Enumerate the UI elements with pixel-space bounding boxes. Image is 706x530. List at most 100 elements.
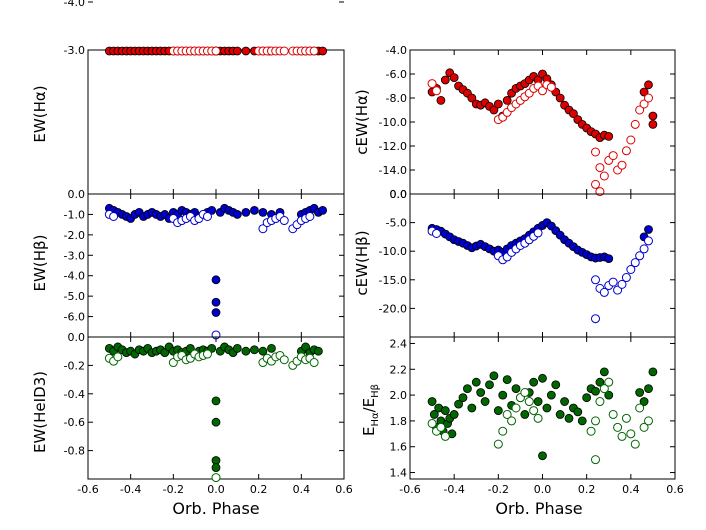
data-point-filled: [476, 388, 486, 397]
data-point-filled: [207, 205, 217, 215]
xlabel-right: Orb. Phase: [495, 499, 582, 518]
data-point-open: [599, 171, 609, 181]
data-point-filled: [211, 417, 221, 427]
data-point-filled: [467, 403, 477, 413]
y-tick-label: 1.4: [390, 467, 408, 480]
data-point-filled: [241, 207, 251, 217]
data-point-filled: [546, 390, 556, 400]
data-point-open: [113, 352, 123, 362]
y-tick-label: 0.0: [390, 188, 408, 201]
data-point-open: [644, 416, 653, 426]
xlabel-left: Orb. Phase: [172, 499, 259, 518]
data-point-filled: [555, 93, 565, 103]
data-point-filled: [318, 46, 328, 56]
data-point-filled: [511, 384, 521, 394]
x-tick-label: 0.2: [578, 483, 596, 496]
data-point-filled: [313, 346, 323, 356]
data-point-open: [608, 277, 618, 287]
data-point-filled: [644, 384, 653, 394]
data-point-filled: [211, 396, 221, 406]
data-point-open: [630, 119, 640, 129]
panel-cew-halpha: -4.0 -6.0 -8.0 -10.0 -12.0 -14.0 0.0: [379, 44, 676, 201]
y-tick-label: -4.0: [64, 0, 85, 9]
y-tick-label: 2.2: [390, 363, 408, 376]
data-point-open: [591, 314, 600, 324]
y-tick-label: -12.0: [379, 140, 407, 153]
data-point-filled: [449, 73, 459, 82]
data-point-filled: [564, 413, 574, 423]
y-tick-label: 2.0: [390, 389, 408, 402]
y-tick-label: -4.0: [64, 270, 85, 283]
data-point-filled: [249, 345, 259, 355]
data-point-filled: [489, 105, 499, 115]
data-point-open: [202, 349, 212, 359]
panel-ew-hei: -0.6 -0.4 -0.2 0.0 0.2 0.4 0.6 0.0 -0.2 -0.4 -0.6 -…: [64, 331, 353, 496]
data-point-open: [617, 431, 627, 441]
data-point-open: [621, 273, 631, 283]
data-point-filled: [644, 80, 653, 90]
data-point-filled: [604, 390, 614, 400]
y-tick-label: 2.4: [390, 337, 408, 350]
data-point-open: [630, 258, 640, 268]
data-point-open: [432, 228, 441, 238]
data-point-open: [639, 244, 649, 254]
data-point-open: [507, 416, 517, 426]
data-point-open: [626, 429, 636, 439]
data-point-open: [211, 46, 221, 56]
data-point-filled: [604, 254, 614, 264]
data-point-open: [279, 216, 289, 226]
data-point-filled: [551, 380, 561, 390]
data-point-open: [427, 418, 437, 428]
data-point-filled: [318, 205, 328, 215]
data-point-filled: [232, 210, 242, 219]
y-tick-label: 0.0: [68, 188, 86, 201]
y-tick-label: -6.0: [64, 311, 85, 324]
data-point-filled: [241, 46, 251, 56]
data-point-open: [109, 211, 119, 221]
data-point-open: [436, 422, 446, 432]
data-point-open: [511, 403, 521, 413]
data-point-open: [591, 455, 600, 465]
data-point-filled: [258, 207, 268, 217]
data-point-open: [432, 86, 441, 96]
y-tick-label: 1.6: [390, 441, 408, 454]
data-point-filled: [498, 390, 508, 400]
x-tick-label: 0.0: [207, 483, 225, 496]
data-point-filled: [639, 397, 649, 406]
data-point-open: [621, 146, 631, 156]
ylabel-emission-ratio: EHα/EHβ: [360, 384, 381, 436]
data-point-open: [639, 99, 649, 109]
data-point-open: [538, 86, 547, 96]
data-point-filled: [440, 75, 450, 85]
data-point-filled: [232, 343, 242, 353]
data-point-filled: [489, 371, 499, 381]
data-point-filled: [467, 93, 477, 103]
x-tick-label: -0.4: [120, 483, 141, 496]
ylabel-ratio-main: E: [360, 427, 378, 436]
data-point-open: [644, 93, 653, 103]
data-point-filled: [577, 416, 587, 426]
data-point-open: [440, 431, 450, 441]
ylabel-cew-hbeta: cEW(Hβ): [353, 230, 371, 295]
data-point-open: [309, 46, 319, 56]
data-point-open: [211, 473, 221, 483]
data-point-open: [630, 439, 640, 449]
data-point-filled: [502, 96, 512, 105]
data-point-open: [617, 160, 627, 170]
data-point-filled: [569, 109, 578, 118]
ylabel-ew-halpha: EW(Hα): [31, 85, 49, 142]
data-point-filled: [529, 377, 539, 387]
y-tick-label: -20.0: [379, 302, 407, 315]
ylabel-ew-hei: EW(HeID3): [31, 371, 49, 453]
data-point-open: [635, 105, 645, 115]
data-point-open: [617, 279, 627, 289]
data-point-open: [502, 409, 512, 419]
x-tick-label: 0.6: [666, 483, 684, 496]
data-point-filled: [538, 373, 547, 383]
data-point-open: [595, 163, 605, 173]
data-point-open: [635, 403, 645, 413]
data-point-open: [604, 377, 614, 387]
ylabel-ratio-sep: /E: [360, 398, 378, 413]
x-tick-label: 0.0: [534, 483, 552, 496]
